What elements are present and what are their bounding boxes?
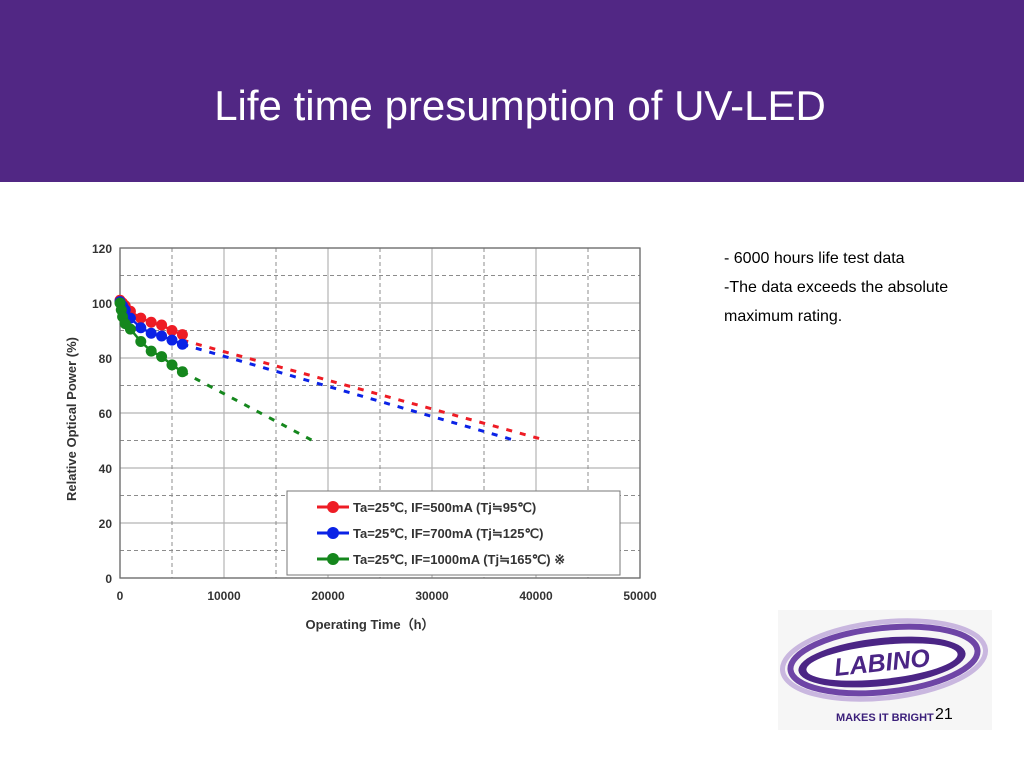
y-axis-label: Relative Optical Power (%) bbox=[64, 337, 79, 501]
legend-swatch-marker bbox=[327, 527, 339, 539]
series-2-trend-line bbox=[181, 342, 516, 442]
series-2-point bbox=[135, 322, 147, 334]
x-tick-label: 0 bbox=[117, 589, 124, 603]
legend-swatch-marker bbox=[327, 553, 339, 565]
y-tick-label: 60 bbox=[99, 407, 113, 421]
series-3 bbox=[114, 297, 314, 442]
x-tick-label: 40000 bbox=[519, 589, 553, 603]
series-3-point bbox=[166, 359, 178, 371]
series-3-point bbox=[124, 323, 136, 335]
y-tick-label: 120 bbox=[92, 242, 112, 256]
y-tick-label: 100 bbox=[92, 297, 112, 311]
y-tick-label: 40 bbox=[99, 462, 113, 476]
y-tick-label: 20 bbox=[99, 517, 113, 531]
page-number: 21 bbox=[935, 706, 953, 723]
y-tick-label: 0 bbox=[105, 572, 112, 586]
series-2-point bbox=[166, 334, 178, 346]
legend-label: Ta=25℃, IF=500mA (Tj≒95℃) bbox=[353, 500, 536, 515]
title-bar bbox=[0, 0, 1024, 182]
series-1-point bbox=[166, 325, 178, 336]
x-tick-label: 20000 bbox=[311, 589, 345, 603]
series-2-point bbox=[145, 327, 157, 339]
legend-swatch-marker bbox=[327, 501, 339, 513]
life-time-chart: 0 20 40 60 80 100 120 0 10000 20000 30000 40000 5000… bbox=[64, 242, 657, 632]
legend: Ta=25℃, IF=500mA (Tj≒95℃) Ta=25℃, IF=700m… bbox=[286, 490, 621, 576]
x-tick-label: 10000 bbox=[207, 589, 241, 603]
note-line-3: maximum rating. bbox=[724, 308, 843, 325]
series-1-point bbox=[156, 319, 168, 331]
x-tick-label: 30000 bbox=[415, 589, 449, 603]
series-1-point bbox=[176, 329, 188, 341]
series-3-point bbox=[145, 345, 157, 357]
notes-box: - 6000 hours life test data -The data ex… bbox=[724, 244, 948, 331]
legend-label: Ta=25℃, IF=700mA (Tj≒125℃) bbox=[353, 526, 543, 541]
x-tick-label: 50000 bbox=[623, 589, 657, 603]
slide-title: Life time presumption of UV-LED bbox=[214, 82, 826, 129]
plot-frame bbox=[119, 247, 641, 579]
legend-label: Ta=25℃, IF=1000mA (Tj≒165℃) ※ bbox=[353, 552, 565, 567]
note-line-2: -The data exceeds the absolute bbox=[724, 279, 949, 296]
series-3-point bbox=[156, 351, 168, 363]
series-1-point bbox=[145, 316, 157, 328]
logo-tagline: MAKES IT BRIGHT bbox=[836, 712, 934, 724]
series-3-point bbox=[176, 366, 188, 378]
x-axis-label: Operating Time（h） bbox=[305, 617, 434, 632]
series-3-point bbox=[135, 336, 147, 347]
series-1-point bbox=[135, 312, 147, 324]
series-2-point bbox=[176, 338, 188, 350]
y-tick-label: 80 bbox=[99, 352, 113, 366]
note-line-1: - 6000 hours life test data bbox=[724, 250, 905, 267]
series-3-trend-line bbox=[181, 370, 314, 442]
labino-logo: LABINO MAKES IT BRIGHT bbox=[778, 610, 992, 730]
series-2-point bbox=[156, 330, 168, 342]
